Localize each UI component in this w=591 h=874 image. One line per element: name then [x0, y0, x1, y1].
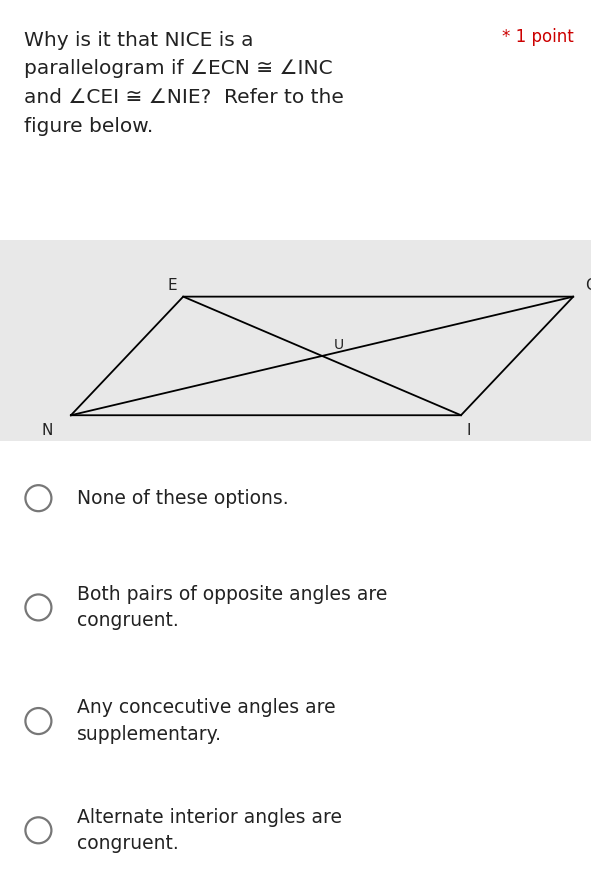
Text: None of these options.: None of these options. [77, 489, 288, 508]
FancyBboxPatch shape [0, 240, 591, 441]
Text: Both pairs of opposite angles are
congruent.: Both pairs of opposite angles are congru… [77, 585, 387, 630]
Text: N: N [42, 423, 53, 438]
Text: I: I [467, 423, 472, 438]
Text: * 1 point: * 1 point [502, 28, 573, 46]
Text: C: C [585, 278, 591, 293]
Text: Alternate interior angles are
congruent.: Alternate interior angles are congruent. [77, 808, 342, 853]
Text: U: U [334, 338, 344, 352]
Text: Any concecutive angles are
supplementary.: Any concecutive angles are supplementary… [77, 698, 336, 744]
Text: E: E [168, 278, 177, 293]
Text: Why is it that NICE is a
parallelogram if ∠ECN ≅ ∠INC
and ∠CEI ≅ ∠NIE?  Refer to: Why is it that NICE is a parallelogram i… [24, 31, 343, 135]
